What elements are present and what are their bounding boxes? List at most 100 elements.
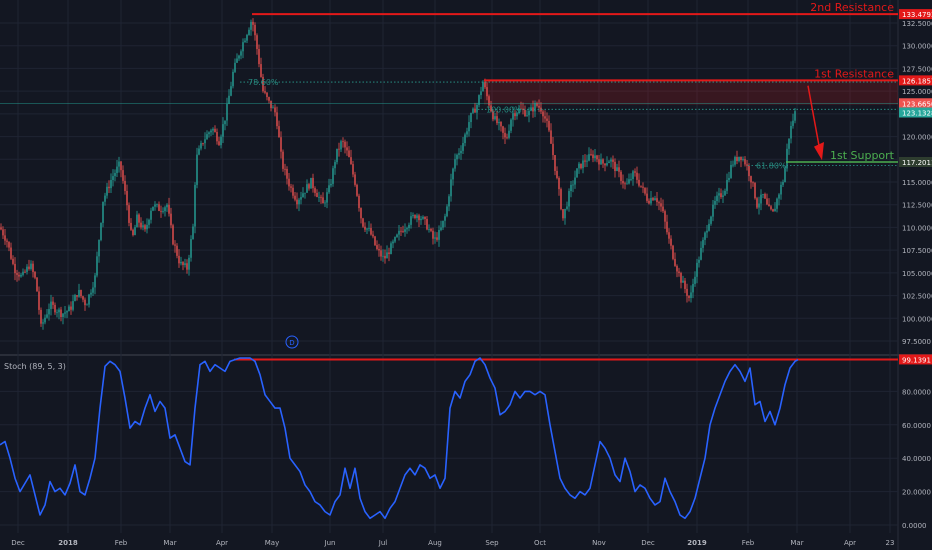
candle-body: [776, 198, 778, 209]
candle-body: [410, 216, 412, 225]
candle-body: [124, 180, 126, 191]
candle-body: [42, 322, 44, 324]
candle-body: [48, 309, 50, 315]
candle-body: [700, 247, 702, 260]
candle-body: [578, 163, 580, 169]
x-tick-label: Dec: [641, 539, 655, 547]
candle-body: [278, 126, 280, 138]
candle-body: [496, 116, 498, 124]
candle-body: [440, 227, 442, 230]
candle-body: [260, 64, 262, 77]
candle-body: [312, 177, 314, 189]
candle-body: [254, 24, 256, 36]
candle-body: [266, 92, 268, 98]
candle-body: [720, 193, 722, 198]
candle-body: [370, 228, 372, 235]
candle-body: [600, 159, 602, 165]
candle-body: [466, 131, 468, 135]
candle-body: [286, 169, 288, 179]
first-resistance-label: 1st Resistance: [814, 67, 894, 80]
candle-body: [40, 309, 42, 324]
y-tick-label: 112.5000: [902, 202, 932, 210]
candle-body: [50, 301, 52, 310]
candle-body: [448, 196, 450, 207]
candle-body: [162, 211, 164, 212]
candle-body: [368, 228, 370, 229]
candle-body: [66, 311, 68, 313]
close-price-tag: 123.1328: [902, 109, 932, 117]
candle-body: [514, 113, 516, 117]
candle-body: [788, 138, 790, 149]
candle-body: [326, 192, 328, 203]
candle-body: [630, 178, 632, 180]
candle-body: [30, 263, 32, 269]
candle-body: [684, 280, 686, 289]
candle-body: [766, 198, 768, 205]
candle-body: [56, 312, 58, 314]
candle-body: [120, 161, 122, 171]
candle-body: [378, 249, 380, 251]
candle-body: [534, 103, 536, 112]
x-tick-label: Apr: [844, 539, 856, 547]
candle-body: [392, 241, 394, 244]
candle-body: [24, 271, 26, 273]
candle-body: [704, 232, 706, 240]
candle-body: [756, 198, 758, 208]
candle-body: [694, 276, 696, 284]
candle-body: [670, 238, 672, 246]
first-resistance-tag: 126.1857: [902, 77, 932, 85]
candle-body: [560, 189, 562, 210]
candle-body: [132, 229, 134, 236]
candle-body: [154, 204, 156, 207]
candle-body: [246, 34, 248, 41]
candle-body: [468, 122, 470, 132]
candle-body: [136, 214, 138, 228]
candle-body: [306, 184, 308, 193]
candle-body: [408, 224, 410, 229]
y-tick-label: 97.5000: [902, 338, 931, 346]
candle-body: [760, 194, 762, 204]
x-tick-label: Feb: [115, 539, 128, 547]
candle-body: [542, 111, 544, 117]
candle-body: [526, 115, 528, 117]
candle-body: [126, 190, 128, 206]
candle-body: [114, 173, 116, 177]
candle-body: [570, 184, 572, 192]
candle-body: [36, 277, 38, 292]
candle-body: [308, 184, 310, 189]
candle-body: [418, 215, 420, 221]
candle-body: [482, 82, 484, 92]
price-axis: 132.5000130.0000127.5000125.0000122.5000…: [902, 20, 932, 530]
candle-body: [500, 121, 502, 127]
candle-body: [636, 172, 638, 180]
candle-body: [428, 229, 430, 230]
candle-body: [650, 198, 652, 204]
candle-body: [210, 130, 212, 133]
candle-body: [352, 164, 354, 175]
candle-body: [442, 220, 444, 228]
x-tick-label: Mar: [790, 539, 803, 547]
candle-body: [632, 171, 634, 179]
candle-body: [204, 139, 206, 144]
candle-body: [782, 182, 784, 185]
arrow-shaft: [807, 85, 821, 152]
candle-body: [8, 241, 10, 248]
candle-body: [340, 141, 342, 150]
candle-body: [28, 266, 30, 269]
second-resistance-tag: 133.4793: [902, 11, 932, 19]
x-tick-label: May: [265, 539, 279, 547]
candle-body: [80, 290, 82, 297]
last-price-tag-bg: [899, 98, 932, 109]
candle-body: [282, 151, 284, 169]
candle-body: [2, 229, 4, 236]
candle-body: [226, 103, 228, 121]
candle-body: [480, 91, 482, 96]
candle-body: [248, 29, 250, 35]
candle-body: [60, 309, 62, 318]
x-tick-label: Oct: [534, 539, 546, 547]
candle-body: [62, 313, 64, 318]
candle-body: [230, 86, 232, 96]
second-resistance-label: 2nd Resistance: [810, 1, 894, 14]
candle-body: [52, 301, 54, 305]
candle-body: [484, 82, 486, 88]
